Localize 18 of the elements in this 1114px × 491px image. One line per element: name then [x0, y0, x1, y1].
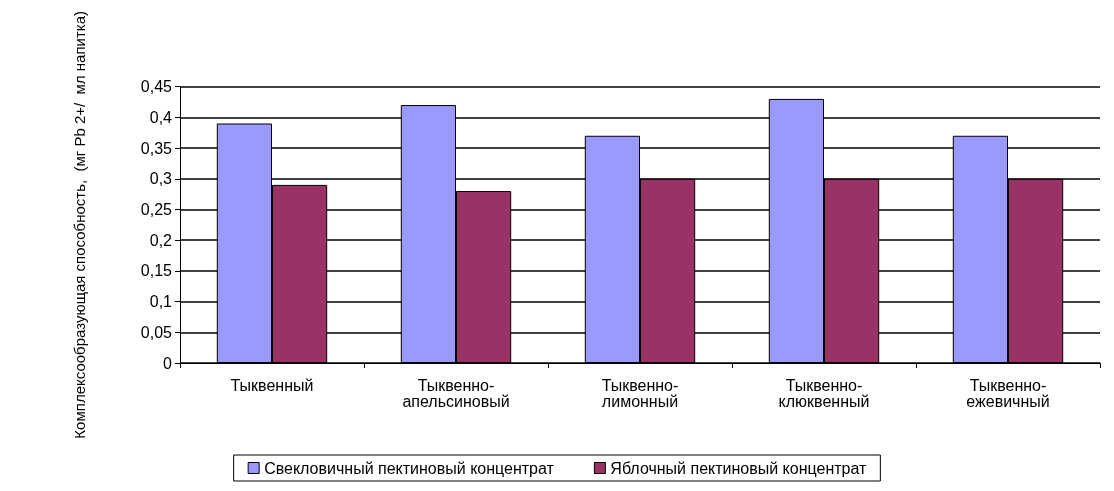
y-tick-label: 0: [163, 354, 173, 372]
y-tick-label: 0,45: [140, 78, 173, 96]
x-tick-label: Тыквенный: [230, 376, 314, 394]
x-tick-label: Тыквенно-апельсиновый: [402, 376, 510, 410]
y-tick-label: 0,2: [149, 231, 173, 249]
x-tick-label: Тыквенно-клюквенный: [778, 376, 870, 410]
x-tick-label: Тыквенно-ежевичный: [966, 376, 1050, 410]
x-tick-label: Тыквенно-лимонный: [601, 376, 679, 410]
y-tick-label: 0,3: [149, 170, 173, 188]
y-tick-label: 0,4: [149, 108, 173, 126]
legend-label: Яблочный пектиновый концентрат: [610, 459, 868, 477]
y-tick-label: 0,1: [149, 293, 173, 311]
y-tick-label: 0,35: [140, 139, 173, 157]
y-tick-label: 0,25: [140, 200, 173, 218]
y-tick-label: 0,15: [140, 262, 173, 280]
y-tick-label: 0,05: [140, 323, 173, 341]
y-axis-title: Комплексообразующая способность, (мг Pb 2+/ мл напитка): [70, 11, 88, 439]
legend-label: Свекловичный пектиновый концентрат: [264, 459, 555, 477]
